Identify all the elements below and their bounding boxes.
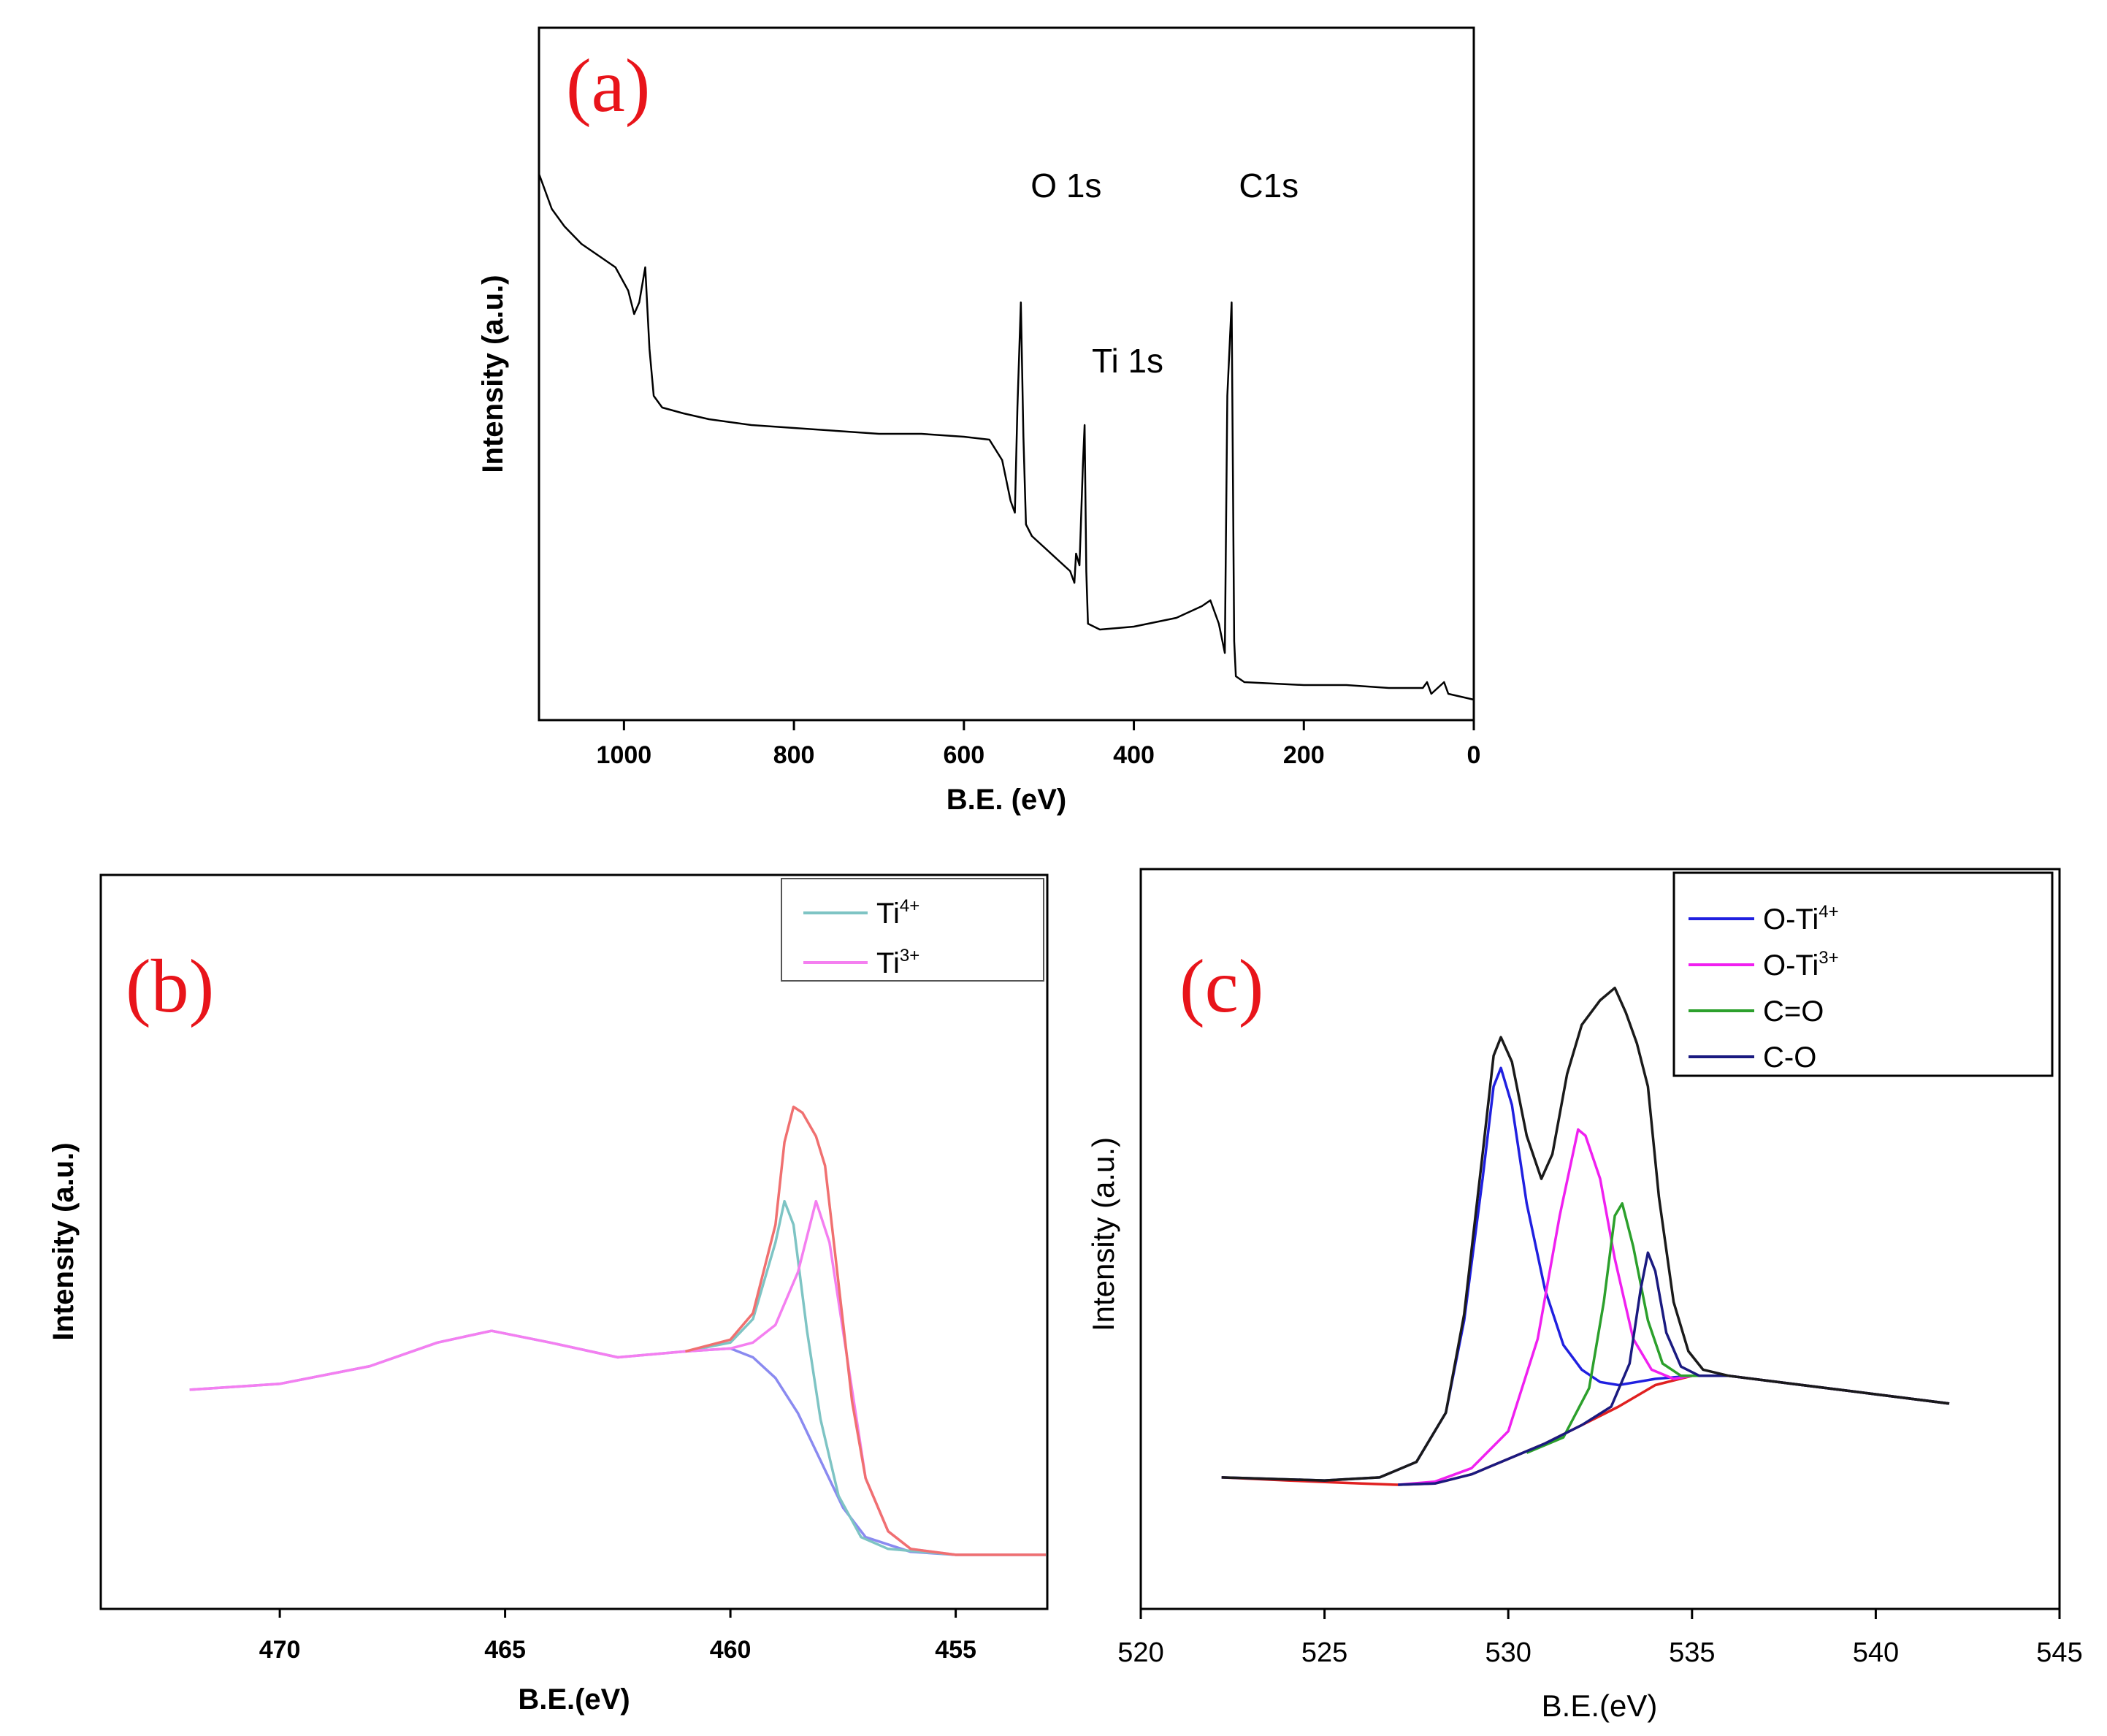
x-tick-label: 600: [943, 741, 984, 769]
series-group: [538, 173, 1475, 701]
y-axis-title: Intensity (a.u.): [47, 1142, 80, 1340]
legend-box: [1672, 871, 2054, 1077]
x-axis-ticks: 470 465 460 455: [259, 1609, 976, 1664]
legend-label: Ti4+: [876, 896, 919, 930]
legend-label: C-O: [1763, 1041, 1816, 1074]
legend: Ti4+ Ti3+: [781, 878, 1044, 982]
peak-annotation: C1s: [1239, 167, 1299, 204]
x-tick-label: 465: [484, 1636, 526, 1664]
legend-label: C=O: [1763, 995, 1824, 1028]
x-axis-ticks: 1000 800 600 400 200 0: [597, 720, 1481, 769]
x-tick-label: 1000: [597, 741, 652, 769]
x-tick-label: 520: [1117, 1637, 1163, 1668]
plot-frame: [99, 873, 1049, 1610]
legend-box: [781, 878, 1044, 982]
peak-annotation: Ti 1s: [1092, 342, 1163, 380]
peak-annotations: O 1s Ti 1s C1s: [1030, 167, 1299, 380]
x-axis-title: B.E. (eV): [947, 784, 1066, 816]
series-group: [189, 1105, 1046, 1556]
panel-label: (b): [126, 944, 214, 1028]
x-tick-label: 400: [1113, 741, 1155, 769]
panel-b: 470 465 460 455 (b) B.E.(eV) Intensity (a.u…: [47, 873, 1049, 1716]
series-line-envelope: [1221, 986, 1950, 1482]
plot-frame: [1139, 868, 2061, 1610]
series-line-o-ti3-: [1398, 1128, 1693, 1486]
series-line-envelope: [684, 1105, 1046, 1556]
x-tick-label: 800: [773, 741, 815, 769]
x-tick-label: 460: [710, 1636, 752, 1664]
y-axis-title: Intensity (a.u.): [1086, 1137, 1120, 1331]
series-group: [1221, 986, 1950, 1486]
legend-label: O-Ti4+: [1763, 902, 1839, 936]
series-line-c-o: [1526, 1202, 1699, 1454]
panel-label: (c): [1179, 944, 1263, 1028]
x-tick-label: 545: [2036, 1637, 2082, 1668]
panel-label: (a): [566, 44, 650, 128]
x-tick-label: 0: [1467, 741, 1481, 769]
x-tick-label: 530: [1485, 1637, 1531, 1668]
panel-a: 1000 800 600 400 200 0 (a) B.E. (eV) Intensit…: [477, 26, 1481, 816]
x-tick-label: 455: [935, 1636, 976, 1664]
legend-label: O-Ti3+: [1763, 948, 1839, 982]
legend: O-Ti4+ O-Ti3+ C=O C-O: [1672, 871, 2054, 1077]
x-tick-label: 540: [1853, 1637, 1899, 1668]
x-tick-label: 535: [1669, 1637, 1715, 1668]
plot-frame: [538, 26, 1475, 722]
legend-label: Ti3+: [876, 946, 919, 979]
series-line-survey: [538, 173, 1475, 701]
x-axis-title: B.E.(eV): [1542, 1689, 1658, 1723]
x-tick-label: 525: [1301, 1637, 1347, 1668]
series-line-ti4-: [685, 1199, 1046, 1556]
peak-annotation: O 1s: [1030, 167, 1101, 204]
x-axis-ticks: 520 525 530 535 540 545: [1117, 1609, 2083, 1668]
x-axis-title: B.E.(eV): [518, 1683, 630, 1716]
x-tick-label: 470: [259, 1636, 301, 1664]
panel-c: 520 525 530 535 540 545 (c) B.E.(eV) Intensit…: [1086, 868, 2083, 1723]
y-axis-title: Intensity (a.u.): [477, 275, 509, 473]
x-tick-label: 200: [1283, 741, 1325, 769]
